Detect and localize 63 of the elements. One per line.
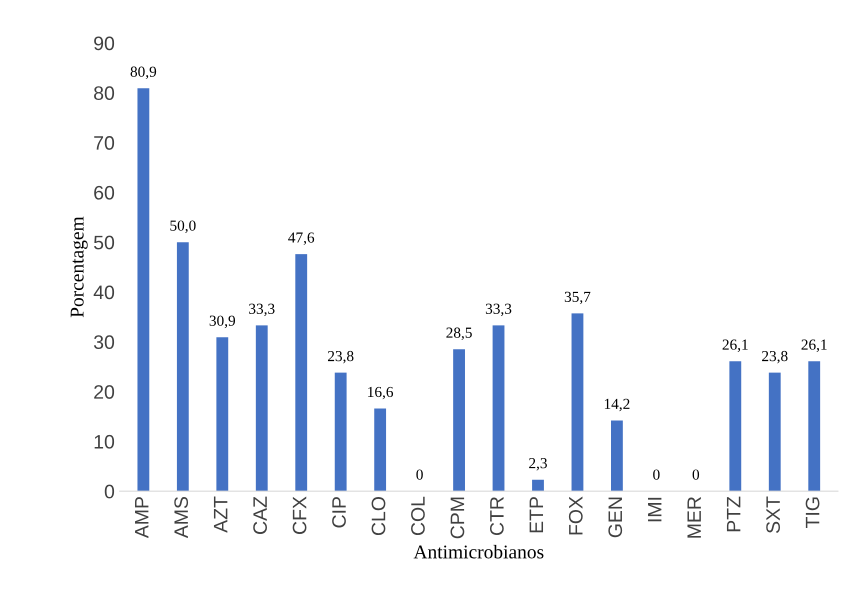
y-tick-label: 70 <box>94 136 114 150</box>
bar <box>610 420 623 492</box>
bar <box>256 325 268 492</box>
data-label: 26,1 <box>722 340 748 352</box>
bar <box>492 325 504 492</box>
bar <box>334 372 347 492</box>
y-tick-label: 10 <box>94 434 114 449</box>
y-tick-label: 80 <box>94 86 114 100</box>
bar <box>137 88 150 492</box>
bar <box>216 337 228 492</box>
y-tick-label: 30 <box>94 335 114 350</box>
x-axis-title: Antimicrobianos <box>414 544 544 559</box>
bar <box>532 480 544 492</box>
bar <box>572 313 584 492</box>
data-label: 0 <box>653 469 660 480</box>
y-tick-label: 90 <box>94 36 114 50</box>
x-tick-label: AZT <box>214 496 228 533</box>
data-label: 50,0 <box>170 220 196 233</box>
bar <box>453 349 465 492</box>
data-label: 14,2 <box>604 398 630 412</box>
data-label: 16,6 <box>368 386 394 400</box>
x-tick-label: MER <box>687 496 701 538</box>
x-tick-label: CTR <box>490 496 504 536</box>
data-label: 80,9 <box>130 66 156 80</box>
data-label: 47,6 <box>288 232 314 245</box>
data-label: 33,3 <box>486 304 512 316</box>
y-axis-title: Porcentagem <box>70 216 88 318</box>
x-tick-label: FOX <box>568 496 583 534</box>
data-label: 0 <box>416 469 423 480</box>
x-tick-label: AMP <box>135 497 148 538</box>
bar <box>295 254 308 492</box>
x-tick-label: CIP <box>332 497 346 528</box>
x-tick-label: AMS <box>174 496 188 538</box>
x-tick-label: ETP <box>530 497 544 532</box>
x-tick-label: GEN <box>608 498 622 538</box>
x-tick-label: SXT <box>766 496 780 533</box>
x-tick-label: CAZ <box>253 496 267 534</box>
bar <box>729 361 742 492</box>
bar <box>768 372 781 492</box>
data-label: 0 <box>692 469 700 480</box>
data-label: 33,3 <box>249 304 275 316</box>
y-tick-label: 0 <box>104 484 114 498</box>
x-tick-label: PTZ <box>726 496 740 532</box>
y-tick-label: 50 <box>94 236 114 250</box>
bar <box>374 408 386 492</box>
data-label: 23,8 <box>328 350 354 364</box>
data-label: 23,8 <box>762 350 788 364</box>
bar <box>176 242 189 492</box>
data-label: 2,3 <box>529 458 547 471</box>
data-label: 30,9 <box>210 316 236 328</box>
x-tick-label: CLO <box>372 496 386 536</box>
x-tick-label: CFX <box>292 496 306 534</box>
y-tick-label: 40 <box>94 285 114 300</box>
x-tick-label: TIG <box>806 498 820 528</box>
x-tick-label: IMI <box>648 498 662 522</box>
data-label: 35,7 <box>564 292 590 304</box>
x-tick-label: CPM <box>450 498 464 538</box>
bar <box>808 361 820 492</box>
data-label: 28,5 <box>446 328 472 340</box>
y-tick-label: 60 <box>94 186 114 200</box>
x-tick-label: COL <box>411 496 425 536</box>
data-label: 26,1 <box>802 340 827 352</box>
y-tick-label: 20 <box>94 385 114 399</box>
